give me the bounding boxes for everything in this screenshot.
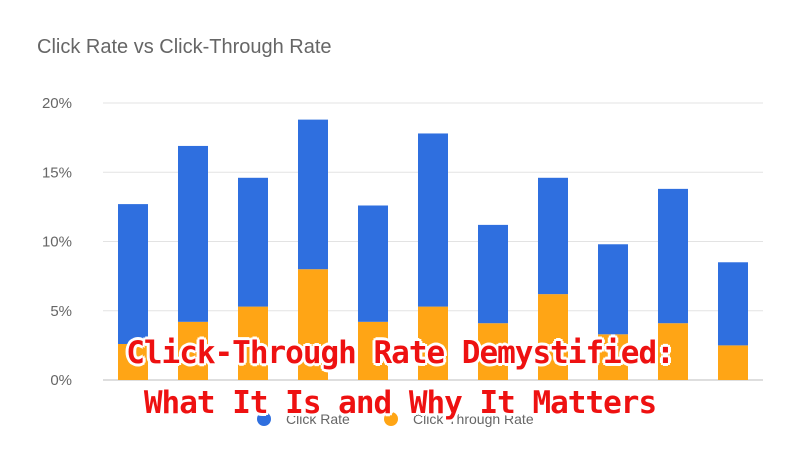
bar-click-through-rate: [118, 343, 148, 380]
bar-click-rate: [298, 119, 328, 270]
bar-click-rate: [598, 244, 628, 335]
bar-click-through-rate: [658, 323, 688, 380]
bar-click-rate: [238, 177, 268, 307]
y-tick-label: 0%: [50, 372, 72, 389]
bar-click-rate: [658, 188, 688, 324]
headline-line-2: What It Is and Why It Matters: [143, 385, 657, 421]
y-tick-label: 20%: [42, 95, 72, 112]
chart-title: Click Rate vs Click-Through Rate: [37, 36, 332, 58]
bar-click-rate: [478, 224, 508, 324]
bar-click-through-rate: [178, 321, 208, 380]
bar-click-rate: [418, 133, 448, 307]
bar-click-through-rate: [358, 321, 388, 380]
bar-click-rate: [358, 205, 388, 322]
bar-click-rate: [718, 262, 748, 346]
bar-click-through-rate: [298, 269, 328, 380]
legend-label: Click-Through Rate: [413, 411, 534, 427]
bar-click-through-rate: [718, 345, 748, 380]
bar-click-through-rate: [478, 323, 508, 380]
y-tick-label: 15%: [42, 164, 72, 181]
y-tick-label: 10%: [42, 234, 72, 251]
legend-marker: [257, 412, 271, 426]
bar-click-rate: [178, 145, 208, 322]
bar-click-rate: [118, 204, 148, 344]
legend-marker: [384, 412, 398, 426]
legend: Click Rate Click-Through Rate: [257, 411, 534, 427]
bar-click-through-rate: [598, 334, 628, 380]
bars: [118, 119, 748, 380]
y-axis: 0% 5% 10% 15% 20%: [42, 95, 72, 389]
bar-click-through-rate: [238, 306, 268, 380]
bar-click-rate: [538, 177, 568, 295]
y-tick-label: 5%: [50, 303, 72, 320]
headline-line-1: Click-Through Rate Demystified:: [126, 335, 675, 371]
legend-label: Click Rate: [286, 411, 350, 427]
bar-click-through-rate: [538, 294, 568, 380]
bar-click-through-rate: [418, 306, 448, 380]
